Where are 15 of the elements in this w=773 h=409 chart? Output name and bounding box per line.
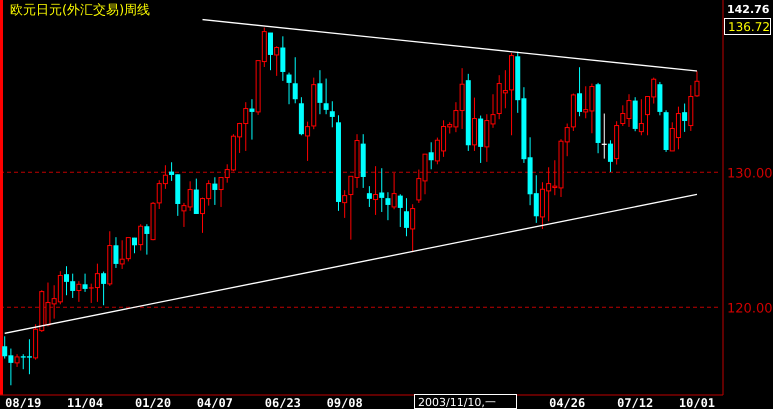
x-tick-label: 07/12 xyxy=(617,396,654,409)
y-tick-label: 120.00 xyxy=(727,301,772,316)
cursor-date: 2003/11/10,一 xyxy=(414,394,517,409)
x-tick-label: 08/19 xyxy=(5,396,42,409)
price-box: 136.72 xyxy=(724,18,771,35)
y-tick-label: 142.76 xyxy=(727,3,770,16)
x-tick-label: 11/04 xyxy=(66,396,104,409)
chart-title: 欧元日元(外汇交易)周线 xyxy=(10,2,150,18)
x-tick-label: 10/01 xyxy=(678,396,716,409)
x-tick-label: 04/26 xyxy=(549,396,586,409)
x-tick-label: 06/23 xyxy=(264,396,301,409)
y-tick-label: 130.00 xyxy=(727,166,772,182)
x-tick-label: 01/20 xyxy=(134,396,172,409)
x-tick-label: 09/08 xyxy=(326,396,363,409)
x-tick-label: 04/07 xyxy=(196,396,233,409)
